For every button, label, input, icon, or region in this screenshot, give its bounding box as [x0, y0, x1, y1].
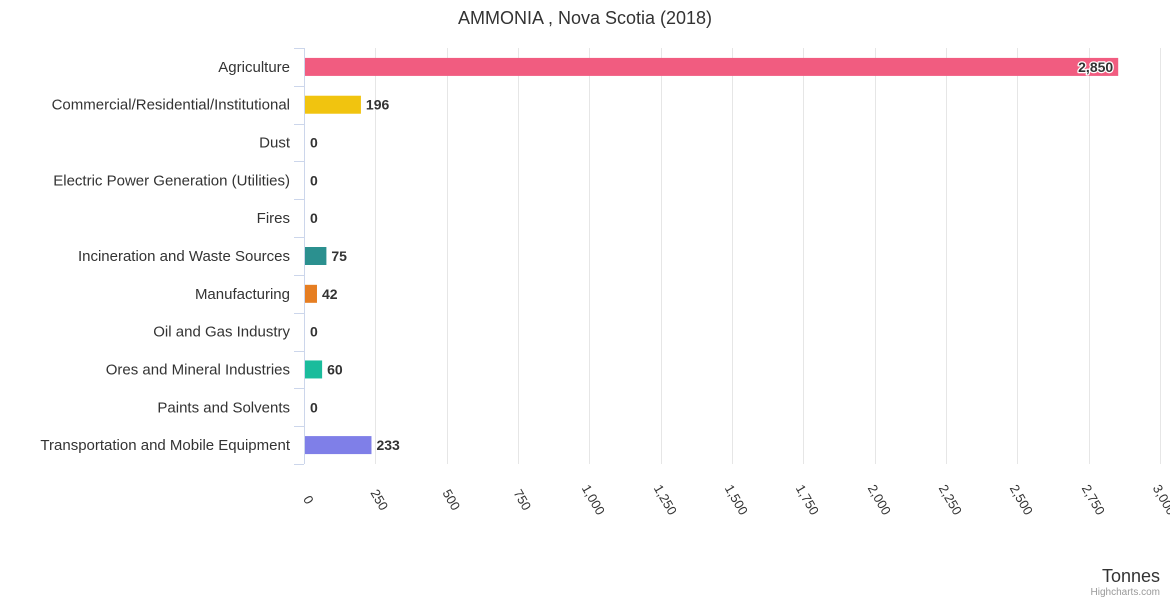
data-label: 0 [310, 172, 318, 188]
data-label: 42 [322, 286, 338, 302]
data-label: 0 [310, 399, 318, 415]
credits-link[interactable]: Highcharts.com [1091, 587, 1160, 598]
bar[interactable] [305, 436, 372, 455]
bar[interactable] [305, 247, 327, 265]
data-label: 75 [331, 248, 347, 264]
bars [305, 57, 1119, 455]
data-label: 2,850 [1078, 59, 1113, 75]
x-tick-label: 1,500 [722, 482, 751, 518]
grid-lines [294, 48, 1161, 465]
bar[interactable] [305, 57, 1119, 76]
x-tick-label: 500 [439, 487, 463, 513]
x-tick-label: 2,750 [1079, 482, 1108, 518]
x-axis-tick-labels: 0 250 500 750 1,000 1,250 1,500 1,750 2,000 2,250… [300, 482, 1170, 518]
data-label: 0 [310, 324, 318, 340]
x-tick-label: 1,000 [579, 482, 608, 518]
x-tick-label: 2,500 [1007, 482, 1036, 518]
category-label: Dust [259, 135, 291, 152]
category-label: Fires [257, 210, 290, 227]
category-label: Commercial/Residential/Institutional [52, 97, 290, 114]
category-label: Manufacturing [195, 286, 290, 303]
category-label: Incineration and Waste Sources [78, 248, 290, 265]
x-tick-label: 2,250 [936, 482, 965, 518]
bar[interactable] [305, 95, 361, 114]
category-label: Oil and Gas Industry [153, 324, 290, 341]
x-tick-label: 250 [367, 487, 391, 513]
category-label: Electric Power Generation (Utilities) [53, 172, 290, 189]
category-label: Paints and Solvents [157, 399, 290, 416]
category-label: Agriculture [218, 59, 290, 76]
data-label: 196 [366, 97, 390, 113]
data-labels: 2,850 196 0 0 0 75 42 0 60 0 233 [310, 58, 1115, 453]
data-label: 0 [310, 135, 318, 151]
data-label: 60 [327, 361, 343, 377]
value-axis-title: Tonnes [1102, 566, 1160, 586]
data-label: 233 [376, 437, 400, 453]
x-tick-label: 2,000 [865, 482, 894, 518]
x-tick-label: 3,000 [1150, 482, 1170, 518]
x-tick-label: 750 [510, 487, 534, 513]
x-tick-label: 1,750 [793, 482, 822, 518]
data-label: 0 [310, 210, 318, 226]
bar[interactable] [305, 360, 323, 379]
category-labels: Agriculture Commercial/Residential/Instit… [40, 59, 290, 454]
x-tick-label: 0 [300, 493, 317, 507]
bar[interactable] [305, 284, 317, 303]
category-label: Ores and Mineral Industries [106, 361, 290, 378]
x-tick-label: 1,250 [651, 482, 680, 518]
chart-title: AMMONIA , Nova Scotia (2018) [458, 8, 712, 28]
category-label: Transportation and Mobile Equipment [40, 437, 290, 454]
